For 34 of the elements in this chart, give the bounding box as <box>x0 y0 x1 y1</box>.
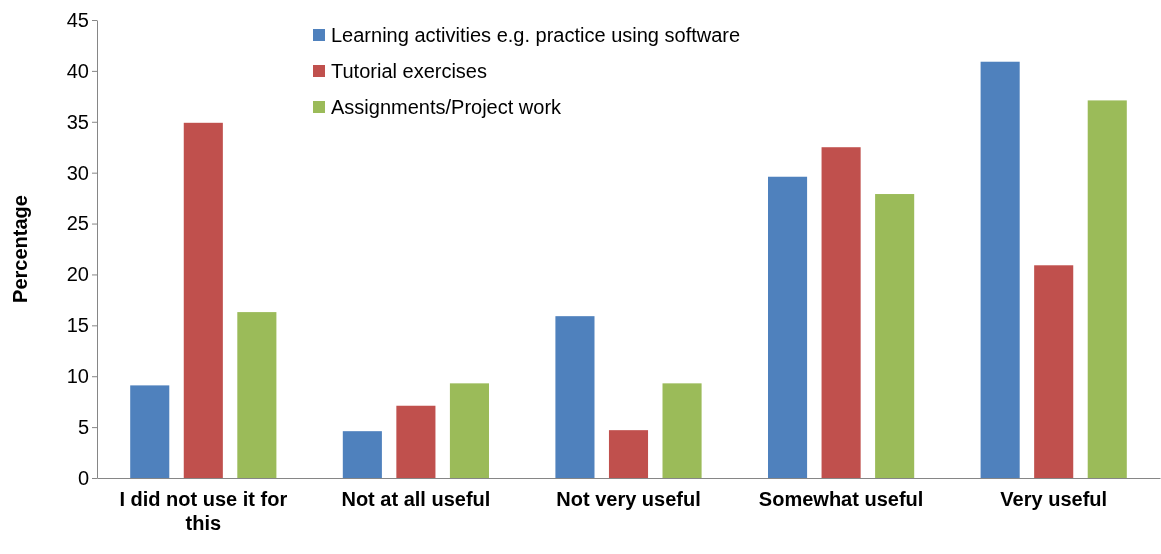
bar <box>237 312 277 478</box>
x-tick-label: Not at all useful <box>341 488 491 510</box>
x-tick-label: I did not use it for this <box>119 488 288 534</box>
bar <box>768 176 808 478</box>
legend-label: Assignments/Project work <box>331 96 563 118</box>
y-tick-label: 30 <box>66 161 89 184</box>
bar <box>875 194 915 478</box>
y-tick-label: 20 <box>66 263 89 286</box>
y-tick-label: 45 <box>66 8 89 31</box>
x-tick-label: Very useful <box>1000 488 1108 510</box>
bar <box>130 385 170 478</box>
bar <box>608 430 649 478</box>
bar <box>662 383 702 478</box>
bar <box>980 61 1020 478</box>
bar <box>396 405 436 478</box>
x-tick-label: Somewhat useful <box>758 488 924 510</box>
bar <box>1034 265 1074 478</box>
x-tick-label: Not very useful <box>556 488 701 510</box>
legend-label: Tutorial exercises <box>331 60 487 82</box>
bar <box>821 147 861 478</box>
y-tick-label: 25 <box>66 212 89 235</box>
y-tick-label: 40 <box>66 59 89 82</box>
y-tick-label: 15 <box>66 314 89 337</box>
bar <box>183 122 223 478</box>
y-tick-label: 5 <box>77 416 89 439</box>
bar <box>555 316 595 478</box>
bar <box>1087 100 1127 478</box>
y-axis-title: Percentage <box>9 195 31 303</box>
legend-label: Learning activities e.g. practice using software <box>331 24 741 46</box>
y-tick-label: 0 <box>77 466 89 489</box>
bar <box>342 431 382 478</box>
y-tick-label: 10 <box>66 365 89 388</box>
bar <box>449 383 489 478</box>
y-tick-label: 35 <box>66 110 89 133</box>
